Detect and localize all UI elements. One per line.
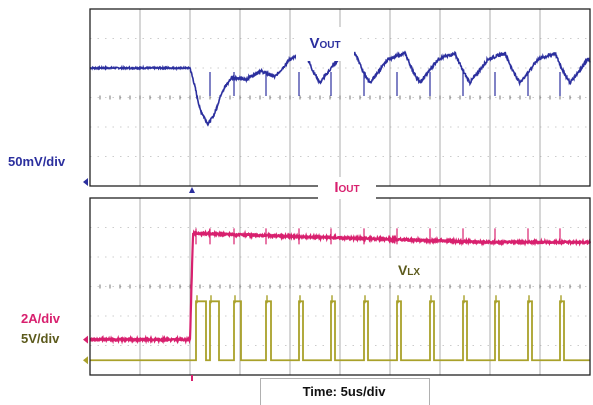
- iout-series-line: [89, 228, 592, 345]
- timebase-box: [260, 378, 430, 405]
- iout-label-main: I: [334, 179, 339, 196]
- trigger-marker-top: [189, 187, 195, 193]
- vout-scale-label: 50mV/div: [8, 154, 66, 169]
- iout-ref-marker: [83, 335, 88, 344]
- iout-label-sub: OUT: [338, 184, 360, 195]
- marker-layer: [83, 178, 195, 381]
- vlx-scale-label: 5V/div: [21, 331, 60, 346]
- iout-scale-label: 2A/div: [21, 311, 61, 326]
- iout-trace-label: IOUT: [318, 177, 376, 199]
- bottom-panel-grid: [89, 198, 591, 375]
- vlx-series-line: [90, 300, 590, 362]
- vlx-ref-marker: [83, 356, 88, 365]
- vlx-label-main: V: [397, 262, 408, 278]
- timebase-label: Time: 5us/div: [302, 384, 386, 399]
- vout-label-main: V: [309, 35, 320, 52]
- vout-ref-marker: [83, 178, 88, 186]
- vout-label-sub: OUT: [319, 40, 341, 51]
- vlx-label-sub: LX: [407, 267, 421, 278]
- vlx-trace-label: VLX: [384, 258, 434, 282]
- vout-trace-label: VOUT: [296, 27, 354, 61]
